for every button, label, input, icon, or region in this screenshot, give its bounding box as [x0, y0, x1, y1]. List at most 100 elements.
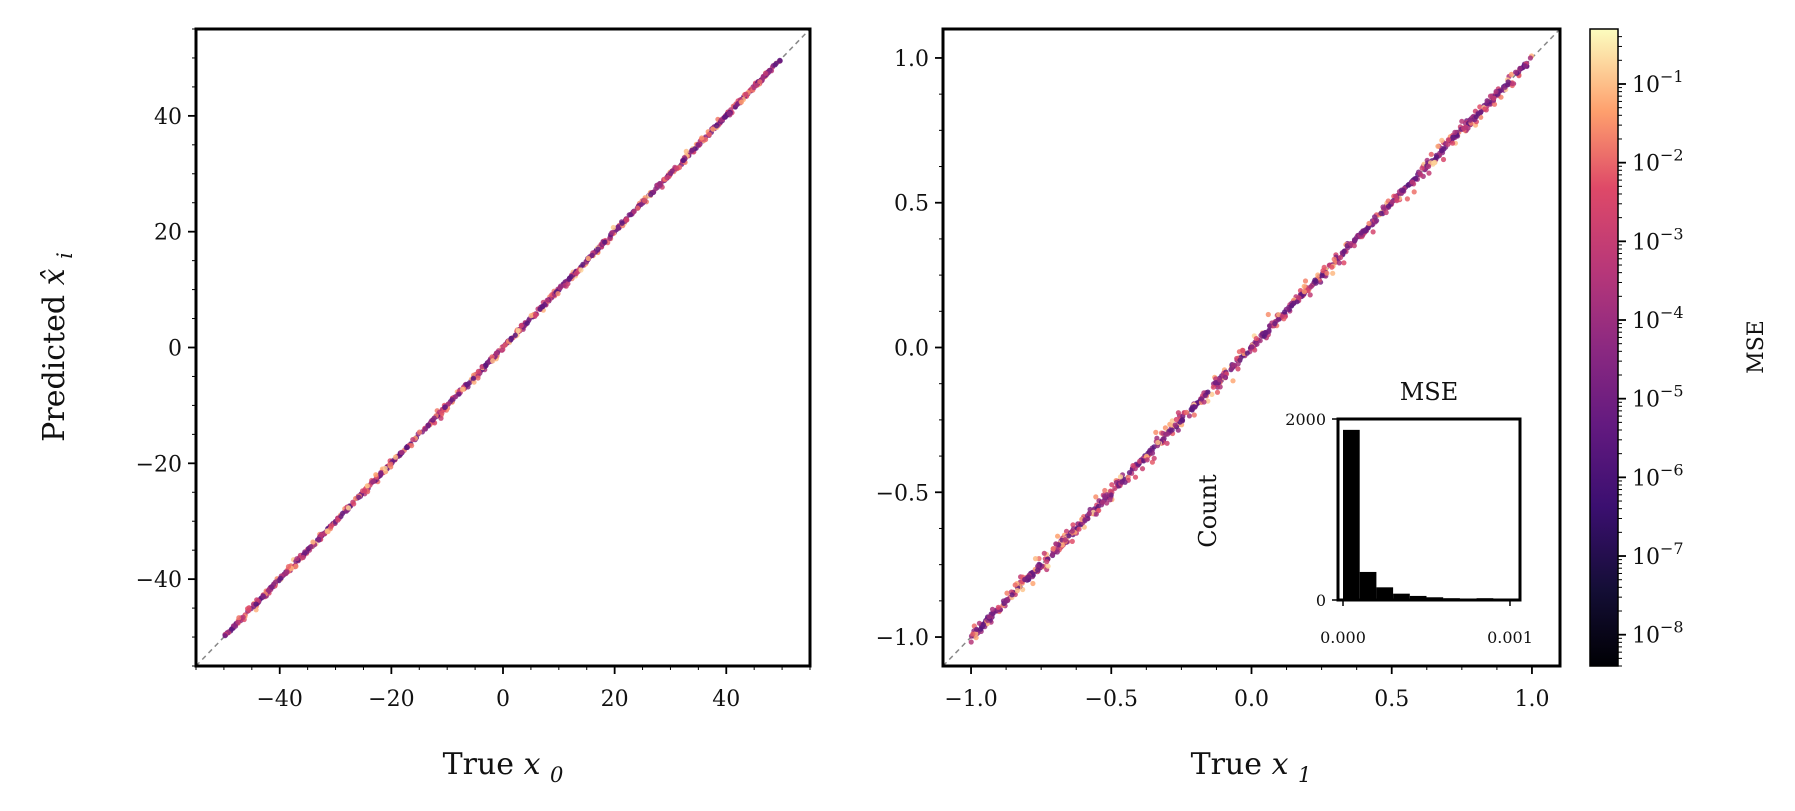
scatter-point — [595, 246, 601, 252]
scatter-point — [1022, 576, 1028, 583]
scatter-point — [1147, 447, 1153, 453]
scatter-point — [537, 306, 543, 312]
scatter-point — [409, 443, 415, 449]
scatter-point — [589, 252, 595, 258]
scatter-point — [610, 224, 617, 231]
scatter-point — [1253, 336, 1259, 342]
scatter-point — [609, 230, 615, 236]
inset-y-label: Count — [1194, 474, 1222, 548]
scatter-point — [373, 472, 379, 478]
scatter-point — [1324, 270, 1330, 276]
scatter-point — [1413, 176, 1419, 182]
scatter-point — [1477, 104, 1483, 110]
scatter-point — [512, 332, 518, 338]
scatter-point — [615, 224, 621, 230]
scatter-point — [1102, 487, 1108, 494]
scatter-point — [1026, 574, 1032, 580]
scatter-point — [1378, 210, 1384, 216]
scatter-point — [1426, 170, 1432, 176]
scatter-point — [1164, 440, 1170, 446]
scatter-point — [228, 626, 234, 632]
scatter-point — [1035, 563, 1041, 569]
scatter-point — [1249, 344, 1255, 350]
scatter-point — [674, 165, 680, 171]
histogram-bar — [1376, 587, 1394, 600]
scatter-point — [1445, 141, 1451, 147]
scatter-point — [316, 537, 322, 543]
scatter-point — [1055, 533, 1061, 539]
scatter-point — [1041, 550, 1047, 556]
scatter-point — [1100, 499, 1106, 505]
scatter-point — [1452, 129, 1458, 135]
scatter-point — [532, 312, 539, 318]
svg-text:True x: True x 1 — [1191, 747, 1312, 787]
x-tick-label: −40 — [257, 687, 303, 712]
scatter-point — [1222, 374, 1228, 380]
inset-axes: 0.000 0.001 0 2000 — [1285, 410, 1533, 647]
scatter-point — [1119, 479, 1125, 485]
scatter-point — [236, 615, 242, 621]
scatter-point — [763, 70, 769, 76]
scatter-point — [1069, 528, 1075, 534]
scatter-point — [978, 626, 984, 632]
scatter-point — [1009, 592, 1015, 598]
scatter-point — [1014, 588, 1020, 594]
scatter-point — [619, 220, 625, 226]
scatter-point — [442, 404, 448, 410]
scatter-point — [1398, 187, 1405, 193]
ylabel-text: Predicted — [37, 295, 72, 442]
inset-frame — [1336, 417, 1522, 602]
scatter-point — [695, 142, 701, 148]
scatter-point — [490, 358, 496, 364]
scatter-point — [1066, 533, 1072, 539]
scatter-point — [1267, 323, 1273, 329]
scatter-point — [1093, 494, 1099, 500]
scatter-point — [1301, 283, 1307, 289]
scatter-point — [1210, 384, 1216, 390]
scatter-point — [1240, 347, 1246, 354]
scatter-point — [438, 415, 444, 421]
colorbar-tick-label: 10−8 — [1632, 618, 1684, 649]
inset-y-tick-label: 2000 — [1285, 410, 1326, 429]
scatter-point — [1035, 567, 1041, 573]
scatter-point — [499, 347, 505, 353]
colorbar-gradient — [1589, 28, 1619, 667]
y-tick-label: 40 — [154, 105, 182, 130]
left-xlabel-text: True — [443, 747, 514, 782]
scatter-point — [524, 320, 530, 326]
scatter-point — [398, 449, 404, 455]
scatter-point — [1428, 151, 1434, 157]
scatter-point — [1411, 189, 1417, 195]
scatter-point — [1302, 278, 1309, 284]
scatter-point — [1217, 384, 1223, 390]
scatter-point — [1365, 225, 1371, 231]
scatter-point — [382, 465, 388, 471]
scatter-point — [1198, 396, 1204, 402]
scatter-point — [968, 639, 974, 645]
scatter-point — [1108, 488, 1114, 494]
scatter-point — [528, 313, 534, 319]
scatter-point — [1275, 316, 1281, 322]
colorbar: 10−8 10−7 10−6 10−5 10−4 10−3 10−2 10−1 MSE — [1589, 28, 1769, 667]
histogram-bar — [1393, 593, 1410, 600]
inset-y-tick-label: 0 — [1316, 591, 1326, 610]
scatter-point — [1012, 582, 1018, 588]
right-xlabel-var: x — [1272, 747, 1289, 782]
scatter-point — [1050, 546, 1056, 552]
scatter-point — [726, 111, 732, 117]
right-xlabel-text: True — [1191, 747, 1262, 782]
scatter-point — [1209, 391, 1215, 397]
inset-histogram: 0.000 0.001 0 2000 MSE Count — [1194, 378, 1533, 647]
scatter-point — [976, 620, 983, 626]
x-tick-label: 0 — [496, 687, 510, 712]
scatter-point — [1320, 268, 1326, 274]
scatter-point — [1117, 474, 1124, 480]
scatter-point — [573, 270, 580, 276]
scatter-point — [1004, 590, 1010, 596]
scatter-point — [703, 136, 709, 143]
scatter-point — [465, 381, 471, 387]
right-x-axis-label: True x 1 — [1191, 747, 1312, 787]
scatter-point — [1086, 510, 1092, 516]
scatter-point — [689, 147, 695, 153]
scatter-point — [1137, 458, 1143, 464]
